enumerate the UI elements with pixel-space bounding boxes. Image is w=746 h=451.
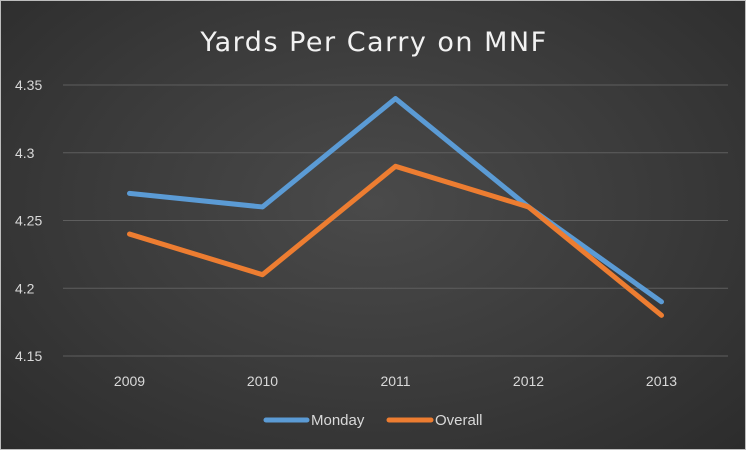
x-axis-ticks: 2009 2010 2011 2012 2013 bbox=[114, 373, 677, 389]
y-tick-label: 4.35 bbox=[15, 77, 42, 93]
y-tick-label: 4.15 bbox=[15, 348, 42, 364]
series-lines bbox=[129, 98, 661, 315]
y-tick-label: 4.2 bbox=[15, 280, 35, 296]
x-tick-label: 2013 bbox=[646, 373, 677, 389]
x-tick-label: 2009 bbox=[114, 373, 145, 389]
legend-label-monday: Monday bbox=[311, 412, 365, 429]
series-line-monday bbox=[130, 99, 662, 302]
x-tick-label: 2011 bbox=[380, 373, 410, 389]
x-tick-label: 2012 bbox=[513, 373, 544, 389]
y-tick-label: 4.3 bbox=[15, 145, 35, 161]
x-tick-label: 2010 bbox=[247, 373, 278, 389]
y-axis-ticks: 4.15 4.2 4.25 4.3 4.35 bbox=[15, 77, 42, 364]
gridlines bbox=[63, 85, 728, 356]
series-line-overall bbox=[130, 166, 662, 315]
y-tick-label: 4.25 bbox=[15, 213, 42, 229]
chart-title: Yards Per Carry on MNF bbox=[199, 27, 547, 58]
legend: Monday Overall bbox=[266, 412, 483, 429]
legend-label-overall: Overall bbox=[435, 412, 483, 429]
